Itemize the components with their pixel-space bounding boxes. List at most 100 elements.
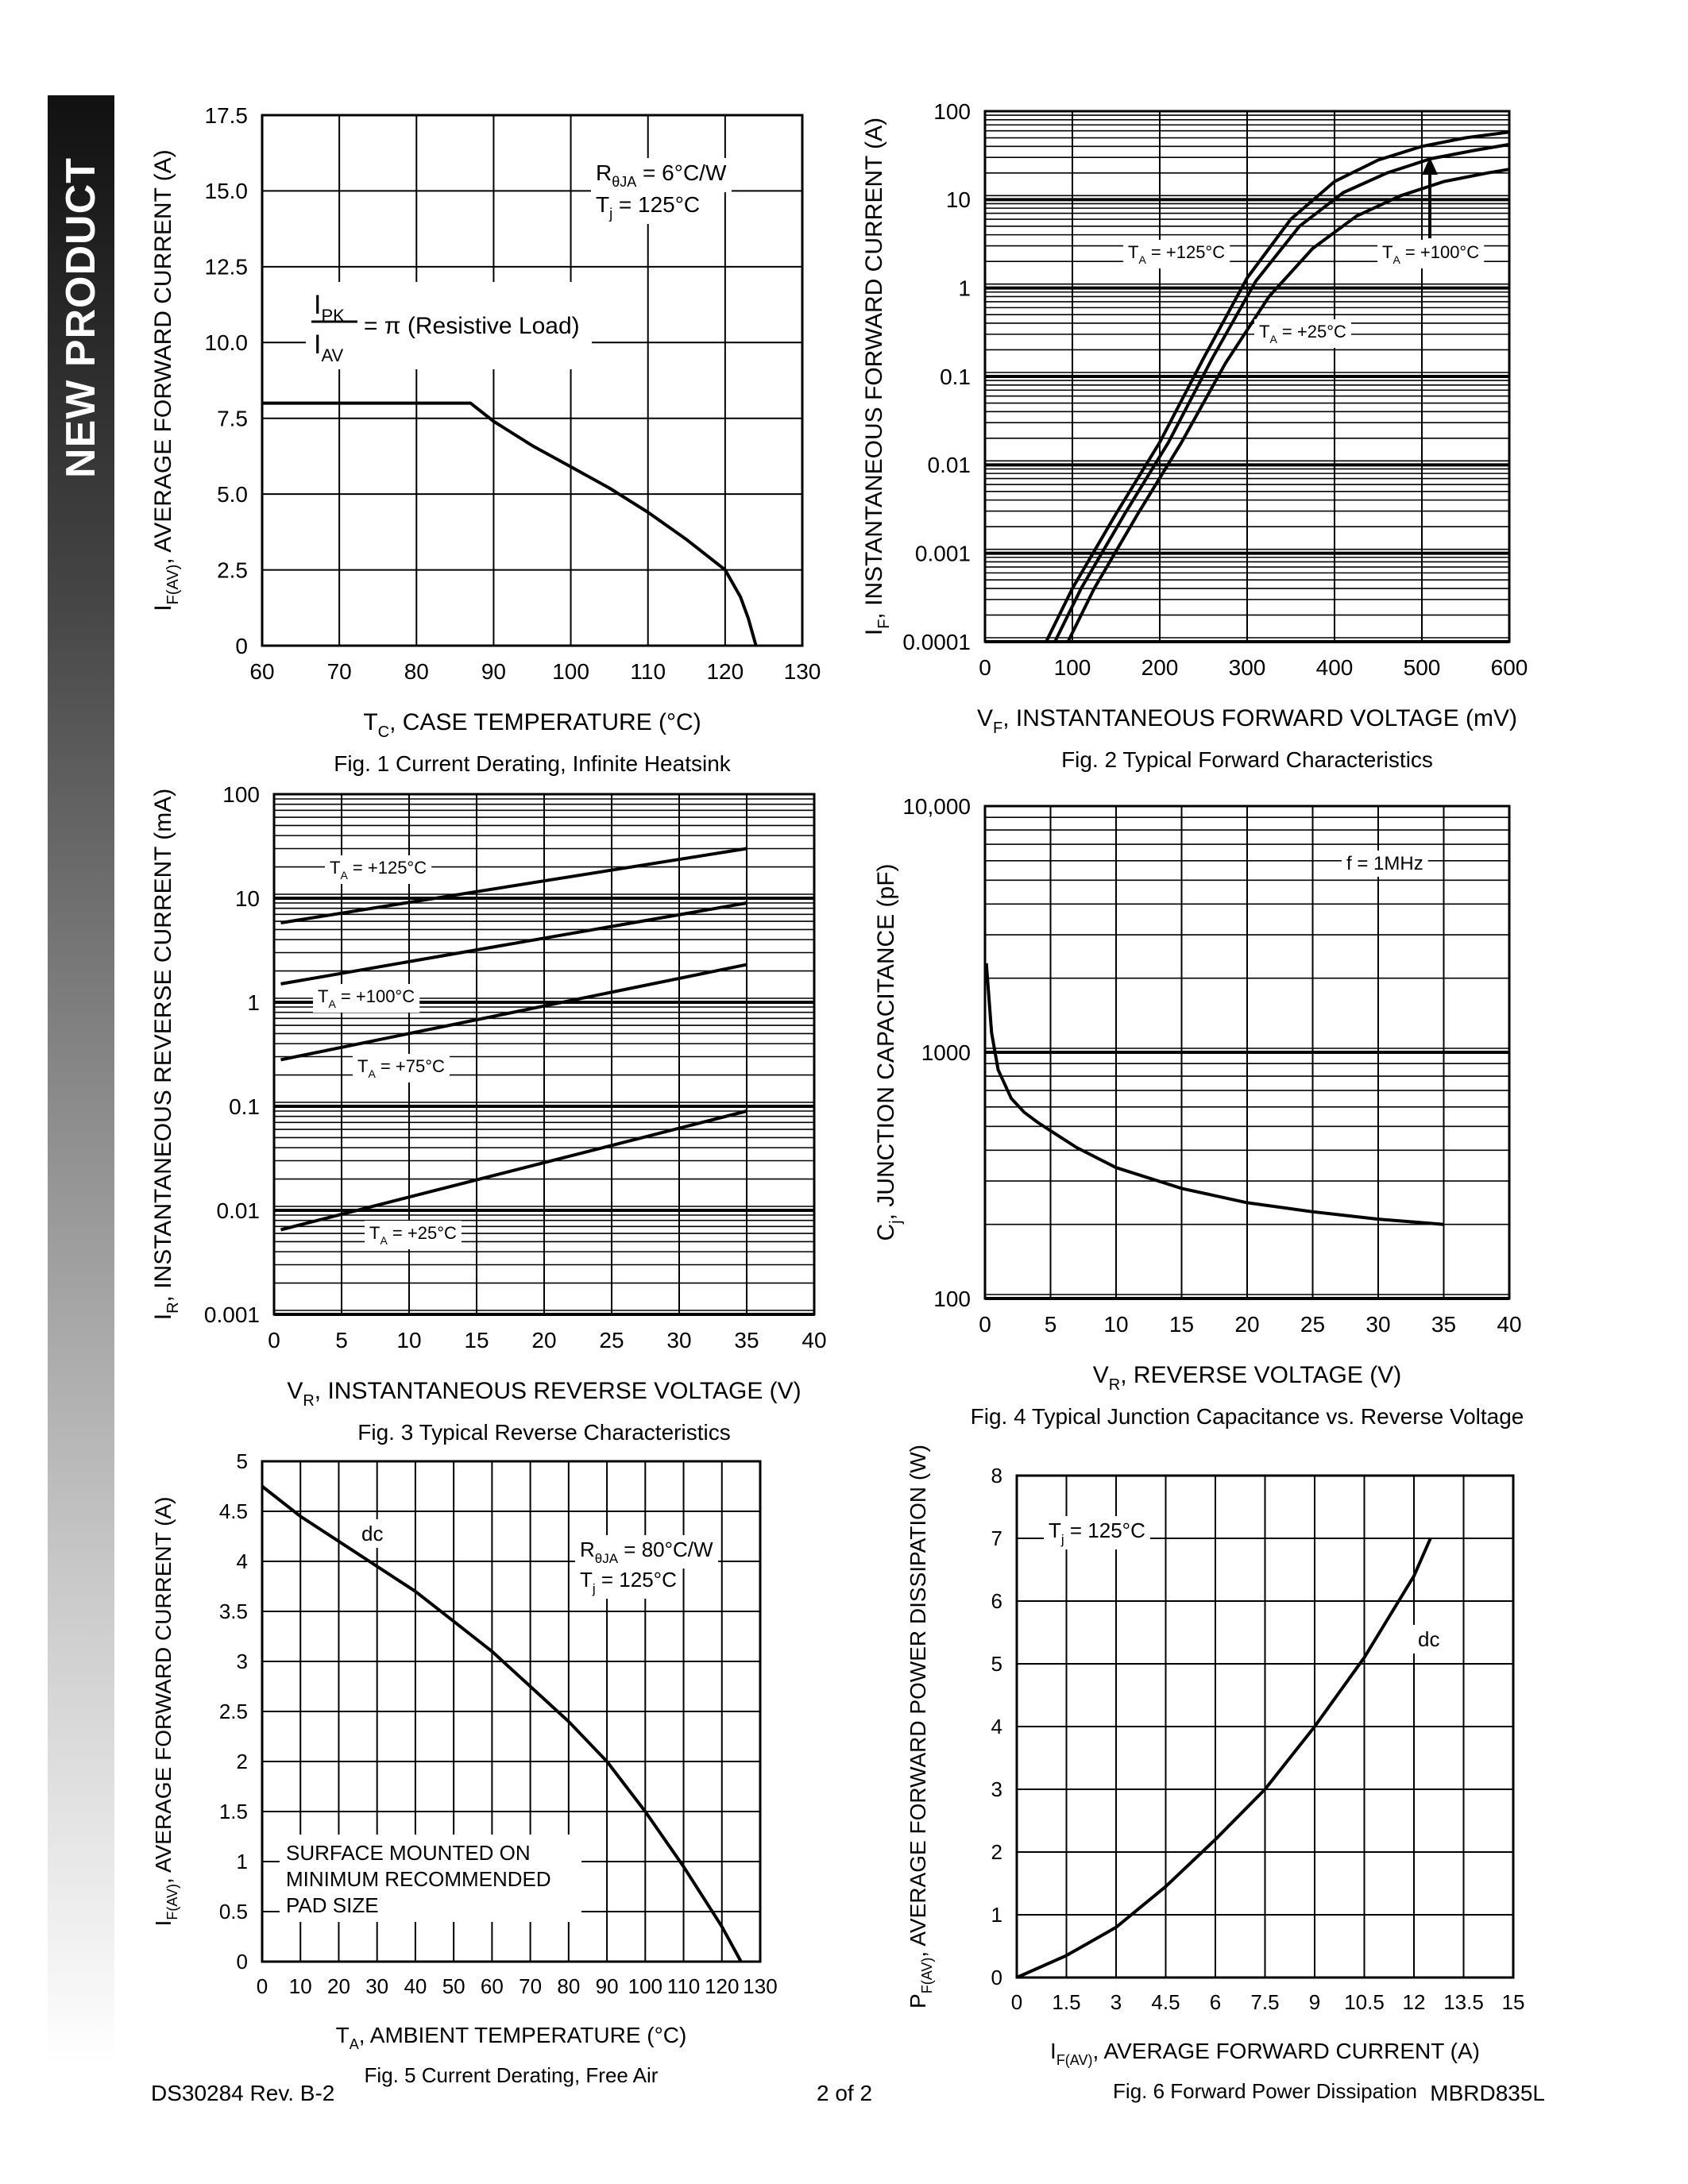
fig4-plot-frame	[983, 805, 1511, 1300]
fig3-annotation-125: TA​ = +125°C	[330, 858, 427, 882]
fig1-xtick-label: 120	[706, 659, 744, 684]
fig3-xtick-label: 40	[802, 1328, 826, 1352]
fig2-xtick-label: 600	[1491, 655, 1528, 680]
fig3-ytick-label: 100	[222, 782, 260, 807]
fig5-annotation-tj-bg	[575, 1565, 682, 1599]
fig3-series-line-0	[280, 847, 747, 924]
fig2-series-line-1	[1053, 142, 1510, 642]
fig3-xtick-label: 25	[599, 1328, 624, 1352]
fig6-ytick-label: 0	[991, 1966, 1002, 1989]
fig5-annotation-rtheta: RθJA​ = 80°C/W	[580, 1538, 713, 1566]
fig3-xtick-label: 35	[734, 1328, 759, 1352]
fig5-mounting-line1: SURFACE MOUNTED ON	[286, 1841, 531, 1865]
fig2-ytick-label: 0.01	[928, 453, 971, 477]
fig2-plot-frame	[983, 110, 1511, 643]
fig6-annotation-dc-bg	[1413, 1625, 1445, 1653]
fig1-xtick-label: 80	[404, 659, 429, 684]
fig6-ytick-label: 4	[991, 1715, 1002, 1738]
fig2-xtick-label: 200	[1141, 655, 1179, 680]
fig2-annotation-25: TA​ = +25°C	[1259, 322, 1346, 345]
fig6-ytick-label: 5	[991, 1652, 1002, 1676]
fig1-yaxis-label: IF(AV)​, AVERAGE FORWARD CURRENT (A)	[150, 149, 182, 611]
fig5-ytick-label: 1.5	[219, 1800, 248, 1823]
fig2-annotation-100-bg	[1377, 240, 1485, 268]
fig2-ytick-label: 10	[946, 187, 971, 212]
fig5-ytick-label: 4	[237, 1549, 248, 1573]
fig1-xtick-label: 60	[249, 659, 274, 684]
fig6-xtick-label: 13.5	[1443, 1990, 1484, 2014]
fig6-xtick-label: 12	[1403, 1990, 1426, 2014]
fig6-annotation-tj: Tj​ = 125°C	[1049, 1518, 1145, 1547]
fig6-xtick-label: 10.5	[1344, 1990, 1385, 2014]
fig5-xtick-label: 120	[705, 1974, 739, 1998]
fig6-xtick-label: 15	[1502, 1990, 1525, 2014]
fig2-xtick-label: 500	[1404, 655, 1441, 680]
fig5-xtick-label: 90	[596, 1974, 619, 1998]
fig6-ytick-label: 7	[991, 1526, 1002, 1550]
fig5-ytick-label: 2	[237, 1750, 248, 1773]
fig3-annotation-75: TA​ = +75°C	[357, 1056, 445, 1080]
fig4-xtick-label: 20	[1234, 1312, 1259, 1337]
chart-fig6: 0 1.5 3 4.5 6 7.5 9 10.5 12 13.5 15012345678IF(AV)…	[906, 1445, 1524, 2103]
fig1-ytick-label: 7.5	[217, 407, 248, 431]
fig5-xtick-label: 30	[365, 1974, 388, 1998]
fig6-xtick-label: 6	[1210, 1990, 1221, 2014]
fig6-xtick-label: 9	[1309, 1990, 1320, 2014]
fig4-ytick-label: 10,000	[902, 794, 971, 819]
fig1-ytick-label: 0	[235, 634, 248, 658]
fig6-xtick-label: 0	[1011, 1990, 1022, 2014]
fig2-ytick-label: 0.1	[940, 365, 971, 389]
fig1-xtick-label: 100	[552, 659, 589, 684]
fig4-annotation-freq: f = 1MHz	[1346, 853, 1423, 874]
fig1-ytick-label: 17.5	[205, 103, 249, 128]
fig2-xtick-label: 100	[1054, 655, 1091, 680]
fig6-xtick-label: 7.5	[1250, 1990, 1279, 2014]
fig4-caption: Fig. 4 Typical Junction Capacitance vs. …	[971, 1404, 1524, 1429]
fig2-ytick-label: 0.001	[915, 541, 971, 565]
fig5-ytick-label: 1	[237, 1850, 248, 1873]
fig5-xaxis-label: TA​, AMBIENT TEMPERATURE (°C)	[336, 2023, 687, 2052]
fig3-xtick-label: 15	[464, 1328, 489, 1352]
fig5-mounting-line2: MINIMUM RECOMMENDED	[286, 1867, 551, 1891]
fig1-xtick-label: 90	[481, 659, 506, 684]
fig1-ytick-label: 12.5	[205, 255, 249, 280]
fig1-annotation-rtheta-bg	[591, 158, 732, 192]
fig5-xtick-label: 20	[327, 1974, 350, 1998]
footer-doc-number: DS30284 Rev. B-2	[151, 2081, 335, 2105]
fig6-ytick-label: 1	[991, 1903, 1002, 1927]
fig1-xtick-label: 110	[630, 659, 666, 684]
fig2-ytick-label: 100	[933, 99, 971, 124]
fig1-ratio-denominator: IAV​	[314, 330, 343, 365]
fig3-caption: Fig. 3 Typical Reverse Characteristics	[357, 1420, 730, 1445]
fig6-ytick-label: 2	[991, 1840, 1002, 1864]
fig5-xtick-label: 110	[667, 1974, 700, 1998]
fig5-ytick-label: 5	[237, 1449, 248, 1473]
fig2-yaxis-label: IF​, INSTANTANEOUS FORWARD CURRENT (A)	[861, 118, 893, 635]
fig6-xaxis-label: IF(AV)​, AVERAGE FORWARD CURRENT (A)	[1050, 2039, 1480, 2068]
fig3-annotation-125-bg	[325, 855, 432, 884]
fig6-plot-frame	[1015, 1474, 1515, 1979]
fig1-xtick-label: 130	[784, 659, 821, 684]
fig4-xtick-label: 40	[1497, 1312, 1521, 1337]
fig1-ratio-bg	[306, 282, 592, 369]
fig6-xtick-label: 3	[1111, 1990, 1122, 2014]
fig4-ytick-label: 100	[933, 1287, 971, 1311]
fig1-annotation-tj-bg	[591, 190, 705, 224]
fig1-annotation-ratio: IPK​IAV​= π (Resistive Load)	[306, 282, 592, 369]
fig1-ratio-text: = π (Resistive Load)	[364, 313, 580, 339]
fig2-xtick-label: 400	[1316, 655, 1354, 680]
chart-fig5: 0 10 20 30 40 50 60 70 80 90 100 110 120 130 0 0.5 1 1.5 2…	[151, 1449, 778, 2087]
fig5-yaxis-label: IF(AV)​, AVERAGE FORWARD CURRENT (A)	[151, 1497, 180, 1927]
fig5-annotation-dc-bg	[357, 1519, 388, 1548]
fig2-annotation-125: TA​ = +125°C	[1128, 242, 1225, 266]
fig3-series-line-2	[280, 963, 747, 1062]
chart-fig2: 0 100 200 300 400 500 600 0.0001 0.001 0.01 0.1 1 10…	[861, 99, 1528, 772]
fig2-annotation-25-bg	[1254, 319, 1351, 348]
fig5-ytick-label: 4.5	[219, 1499, 248, 1523]
fig5-ytick-label: 0	[237, 1950, 248, 1974]
fig1-xtick-label: 70	[327, 659, 352, 684]
fig6-caption: Fig. 6 Forward Power Dissipation	[1113, 2079, 1417, 2103]
fig3-ytick-label: 0.1	[229, 1094, 260, 1119]
